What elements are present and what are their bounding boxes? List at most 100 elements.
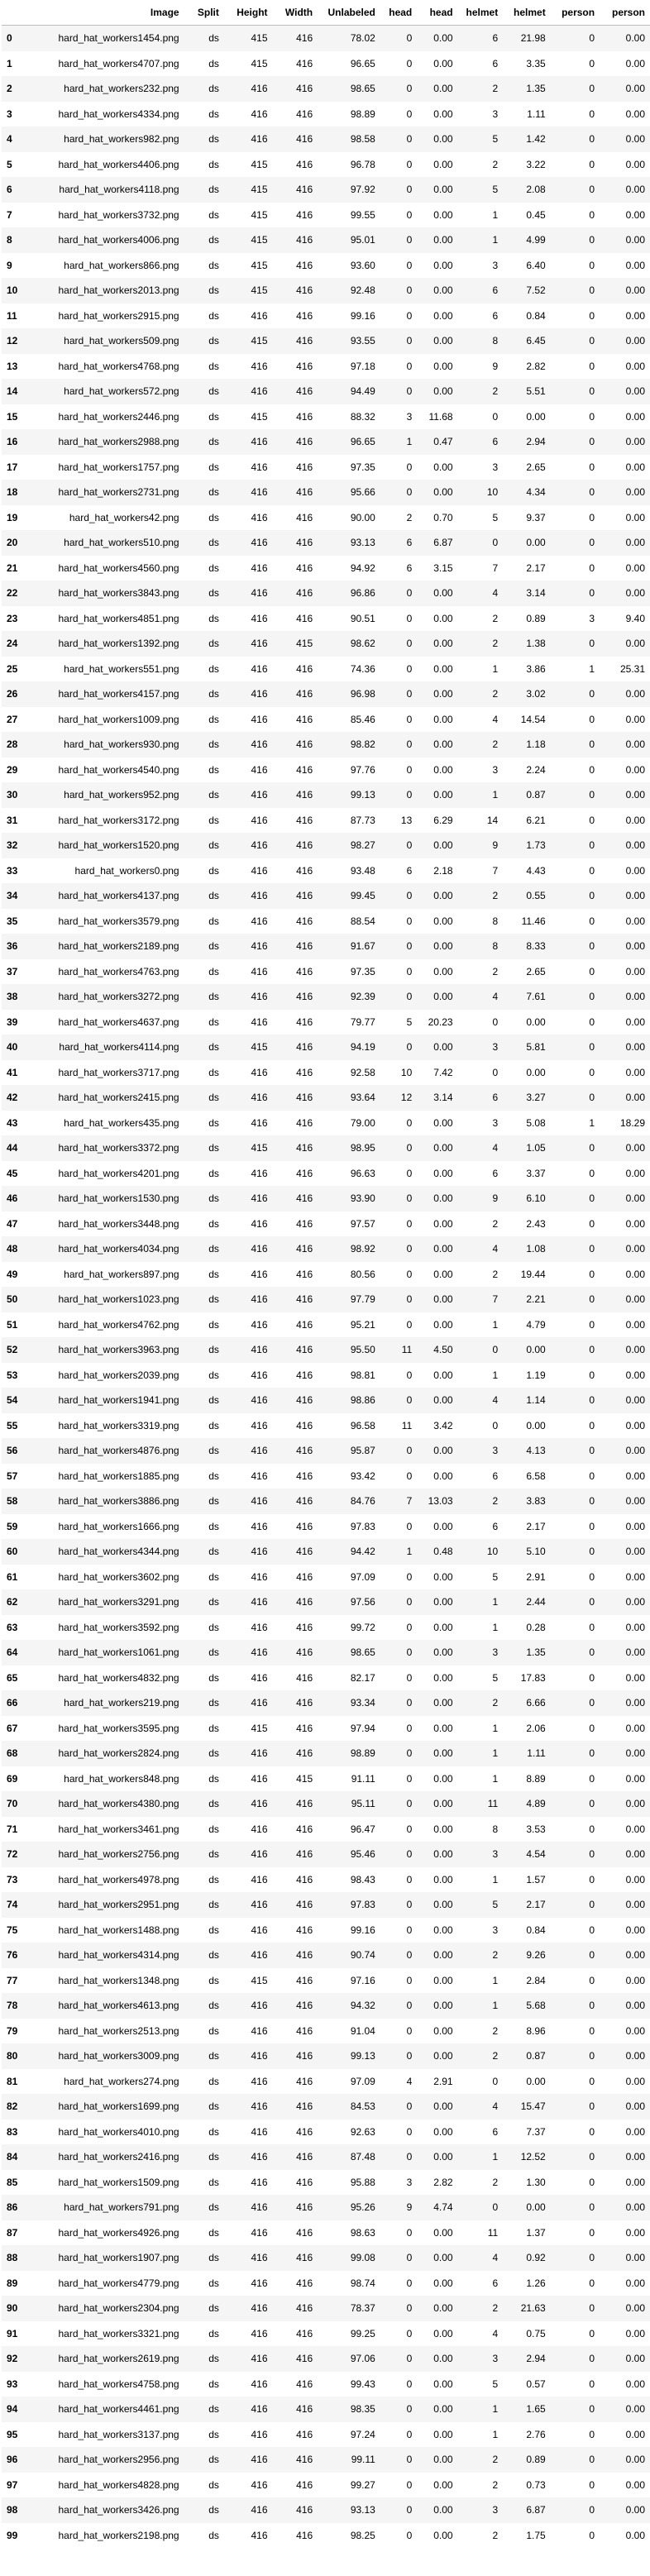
table-row: 76 hard_hat_workers4314.png ds 416 416 90.74 0…: [2, 1943, 650, 1968]
person-count-cell: 0: [589, 1949, 595, 1962]
row-index: 24: [7, 638, 18, 650]
image-cell: hard_hat_workers3886.png: [58, 1495, 179, 1508]
table-row: 18 hard_hat_workers2731.png ds 416 416 95.66 0…: [2, 480, 650, 505]
image-cell: hard_hat_workers4613.png: [58, 2000, 179, 2012]
row-index: 59: [7, 1520, 18, 1532]
height-cell: 416: [251, 2226, 268, 2239]
helmet-percent-cell: 0.75: [526, 2327, 546, 2339]
split-cell: ds: [208, 2504, 219, 2516]
person-percent-cell: 0.00: [625, 1142, 645, 1154]
person-count-cell: 0: [589, 1747, 595, 1760]
person-percent-cell: 0.00: [625, 1570, 645, 1583]
person-count-cell: 0: [589, 1041, 595, 1054]
row-index: 99: [7, 2529, 18, 2541]
row-index: 96: [7, 2454, 18, 2466]
split-cell: ds: [208, 1798, 219, 1810]
unlabeled-cell: 93.48: [350, 864, 375, 877]
image-cell: hard_hat_workers1009.png: [58, 713, 179, 725]
helmet-percent-cell: 0.87: [526, 2050, 546, 2062]
head-percent-cell: 0.00: [433, 1621, 453, 1633]
split-cell: ds: [208, 1570, 219, 1583]
width-cell: 416: [296, 1142, 313, 1154]
helmet-percent-cell: 7.52: [526, 284, 546, 297]
head-count-cell: 0: [406, 1899, 413, 1911]
person-count-cell: 0: [589, 2252, 595, 2264]
width-cell: 416: [296, 2075, 313, 2087]
row-index: 55: [7, 1419, 18, 1431]
head-count-cell: 0: [406, 2478, 413, 2491]
column-header-helmet-count: helmet: [457, 0, 504, 26]
height-cell: 415: [251, 158, 268, 170]
width-cell: 416: [296, 1419, 313, 1431]
person-percent-cell: 0.00: [625, 284, 645, 297]
helmet-percent-cell: 1.18: [526, 738, 546, 751]
person-percent-cell: 0.00: [625, 890, 645, 902]
width-cell: 416: [296, 1369, 313, 1381]
image-cell: hard_hat_workers4010.png: [58, 2125, 179, 2138]
row-index: 83: [7, 2125, 18, 2138]
helmet-percent-cell: 3.22: [526, 158, 546, 170]
helmet-percent-cell: 0.00: [526, 1344, 546, 1356]
height-cell: 416: [251, 1646, 268, 1659]
height-cell: 416: [251, 1092, 268, 1104]
column-header-height: Height: [223, 0, 273, 26]
head-percent-cell: 11.68: [428, 410, 453, 423]
table-row: 94 hard_hat_workers4461.png ds 416 416 98.35 0…: [2, 2397, 650, 2422]
head-count-cell: 5: [406, 1016, 413, 1028]
split-cell: ds: [208, 83, 219, 95]
table-row: 8 hard_hat_workers4006.png ds 415 416 95.01 0 0…: [2, 227, 650, 253]
image-cell: hard_hat_workers4763.png: [58, 965, 179, 977]
height-cell: 416: [251, 789, 268, 801]
person-count-cell: 0: [589, 2378, 595, 2390]
image-cell: hard_hat_workers2915.png: [58, 309, 179, 322]
table-row: 66 hard_hat_workers219.png ds 416 416 93.34 0 0…: [2, 1690, 650, 1716]
person-count-cell: 0: [589, 385, 595, 398]
person-percent-cell: 0.00: [625, 2000, 645, 2012]
split-cell: ds: [208, 335, 219, 347]
head-percent-cell: 0.00: [433, 1167, 453, 1179]
image-cell: hard_hat_workers3602.png: [58, 1570, 179, 1583]
image-cell: hard_hat_workers4406.png: [58, 158, 179, 170]
row-index: 37: [7, 965, 18, 977]
image-cell: hard_hat_workers2415.png: [58, 1092, 179, 1104]
width-cell: 416: [296, 2302, 313, 2315]
person-count-cell: 0: [589, 2454, 595, 2466]
head-percent-cell: 0.00: [433, 360, 453, 372]
width-cell: 416: [296, 1596, 313, 1608]
table-row: 67 hard_hat_workers3595.png ds 415 416 97.94 0…: [2, 1716, 650, 1742]
width-cell: 416: [296, 789, 313, 801]
image-cell: hard_hat_workers2956.png: [58, 2454, 179, 2466]
width-cell: 416: [296, 839, 313, 852]
helmet-percent-cell: 3.02: [526, 688, 546, 700]
width-cell: 416: [296, 2327, 313, 2339]
helmet-count-cell: 2: [492, 2529, 499, 2541]
split-cell: ds: [208, 2075, 219, 2087]
row-index: 58: [7, 1495, 18, 1508]
row-index: 54: [7, 1394, 18, 1407]
unlabeled-cell: 94.92: [350, 562, 375, 574]
head-count-cell: 0: [406, 2151, 413, 2163]
height-cell: 416: [251, 108, 268, 120]
head-percent-cell: 13.03: [428, 1495, 453, 1508]
helmet-percent-cell: 6.10: [526, 1192, 546, 1205]
person-count-cell: 0: [589, 1671, 595, 1684]
split-cell: ds: [208, 2050, 219, 2062]
helmet-count-cell: 6: [492, 1470, 499, 1482]
head-count-cell: 0: [406, 2100, 413, 2113]
image-cell: hard_hat_workers4707.png: [58, 57, 179, 69]
person-count-cell: 3: [589, 612, 595, 624]
table-row: 84 hard_hat_workers2416.png ds 416 416 87.48 0…: [2, 2144, 650, 2170]
person-percent-cell: 0.00: [625, 1873, 645, 1885]
width-cell: 416: [296, 1621, 313, 1633]
image-cell: hard_hat_workers4380.png: [58, 1798, 179, 1810]
helmet-count-cell: 8: [492, 335, 499, 347]
height-cell: 415: [251, 57, 268, 69]
person-percent-cell: 0.00: [625, 1470, 645, 1482]
person-percent-cell: 0.00: [625, 1344, 645, 1356]
row-index: 23: [7, 612, 18, 624]
width-cell: 416: [296, 562, 313, 574]
person-percent-cell: 25.31: [619, 662, 645, 675]
image-cell: hard_hat_workers3595.png: [58, 1722, 179, 1734]
helmet-percent-cell: 1.35: [526, 83, 546, 95]
split-cell: ds: [208, 1293, 219, 1306]
